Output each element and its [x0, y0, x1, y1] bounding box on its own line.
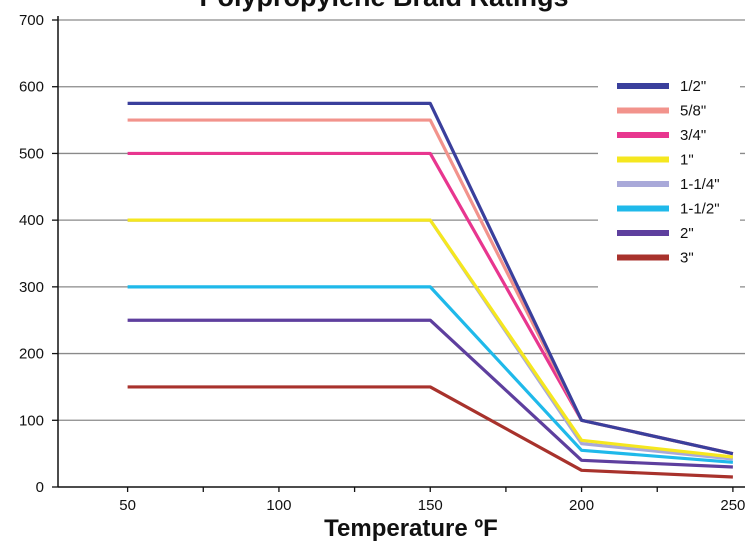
y-tick-label: 500 — [19, 145, 44, 162]
series-line — [127, 285, 734, 464]
x-tick-label: 250 — [720, 497, 745, 514]
x-axis-label: Temperature ºF — [324, 515, 498, 542]
x-tick-label: 100 — [266, 497, 291, 514]
series-line — [127, 218, 734, 459]
legend: 1/2" 5/8" 3/4" 1" 1-1/4" 1-1/2" 2" 3" — [598, 74, 740, 288]
y-tick-label: 300 — [19, 279, 44, 296]
chart-title: Polypropylene Braid Ratings — [199, 0, 568, 12]
legend-label: 5/8" — [680, 103, 706, 120]
y-tick-label: 0 — [36, 479, 44, 496]
legend-label: 1-1/4" — [680, 176, 720, 193]
legend-label: 2" — [680, 225, 694, 242]
x-tick-label: 200 — [569, 497, 594, 514]
series-line — [127, 318, 733, 469]
x-tick-label: 50 — [119, 497, 136, 514]
y-tick-label: 200 — [19, 346, 44, 363]
series-line — [127, 101, 734, 456]
y-tick-label: 600 — [19, 79, 44, 96]
legend-label: 1" — [680, 152, 694, 169]
x-axis-ticks: 50 100 150 200 250 — [119, 487, 745, 514]
legend-label: 1-1/2" — [680, 201, 720, 218]
legend-label: 1/2" — [680, 78, 706, 95]
series-lines — [127, 101, 734, 479]
axes — [57, 16, 745, 488]
y-tick-label: 400 — [19, 212, 44, 229]
x-tick-label: 150 — [418, 497, 443, 514]
series-line — [127, 385, 733, 479]
y-axis-ticks: 0 100 200 300 400 500 600 700 — [19, 12, 58, 496]
y-tick-label: 700 — [19, 12, 44, 29]
legend-label: 3" — [680, 250, 694, 267]
y-tick-label: 100 — [19, 412, 44, 429]
legend-label: 3/4" — [680, 127, 706, 144]
